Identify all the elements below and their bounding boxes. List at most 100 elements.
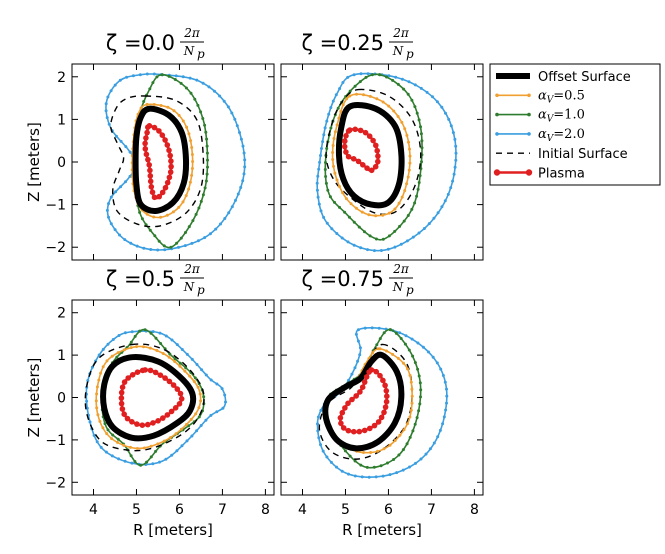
alpha1-marker (167, 74, 171, 78)
plasma-marker (366, 133, 373, 139)
alpha05-marker (341, 191, 345, 195)
alpha2-marker (107, 215, 110, 219)
plasma-marker (367, 425, 373, 432)
alpha1-marker (411, 429, 415, 433)
alpha2-marker (239, 137, 243, 141)
alpha2-marker (222, 99, 226, 103)
alpha2-marker (372, 249, 376, 253)
alpha1-marker (204, 130, 208, 134)
alpha2-marker (325, 119, 329, 123)
alpha2-marker (99, 445, 103, 449)
alpha2-marker (442, 415, 446, 419)
alpha05-marker (135, 345, 138, 349)
alpha05-marker (396, 356, 400, 360)
alpha05-marker (190, 153, 194, 156)
plasma-marker (383, 398, 390, 405)
alpha2-marker (223, 217, 227, 220)
alpha2-marker (419, 457, 423, 461)
alpha05-marker (122, 443, 126, 447)
alpha2-marker (110, 454, 114, 458)
alpha2-marker (241, 144, 245, 148)
alpha1-marker (406, 214, 410, 217)
alpha05-marker (188, 374, 192, 378)
x-tick-label: 7 (218, 502, 227, 518)
alpha2-marker (316, 422, 319, 426)
alpha2-marker (190, 434, 194, 438)
plasma-marker (144, 129, 150, 136)
alpha2-marker (431, 355, 435, 359)
alpha05-marker (177, 113, 181, 117)
legend-entry: Plasma (493, 167, 585, 182)
alpha2-marker (394, 75, 398, 79)
legend-marker (493, 169, 501, 176)
alpha1-marker (189, 91, 193, 95)
alpha1-marker (406, 92, 410, 96)
alpha2-marker (175, 343, 179, 347)
alpha05-marker (341, 103, 345, 107)
alpha1-marker (159, 342, 163, 345)
plasma-marker (142, 140, 148, 147)
alpha1-marker (377, 73, 381, 77)
alpha2-marker (431, 95, 434, 99)
alpha2-marker (317, 202, 321, 206)
legend-entry: αV=0.5 (495, 88, 585, 105)
alpha2-marker (340, 236, 344, 240)
panel-1: ζ =0.25 2π N p (280, 26, 484, 261)
alpha2-marker (181, 75, 185, 79)
alpha2-marker (320, 147, 323, 150)
y-axis-label: Z [meters] (25, 358, 43, 438)
alpha2-marker (454, 144, 458, 148)
alpha05-marker (376, 449, 379, 453)
alpha05-marker (185, 125, 189, 129)
alpha1-marker (169, 245, 173, 249)
plasma-marker (375, 419, 382, 425)
alpha05-marker (181, 119, 185, 123)
alpha1-marker (324, 175, 328, 178)
plasma-marker (168, 163, 174, 170)
plasma-marker (162, 375, 168, 381)
alpha2-marker (331, 99, 335, 103)
plasma-marker (168, 408, 175, 415)
plasma-marker (118, 400, 125, 407)
alpha2-marker (220, 387, 224, 391)
alpha2-marker (213, 89, 216, 93)
alpha2-marker (238, 131, 241, 134)
alpha2-marker (352, 243, 356, 247)
plasma-marker (340, 425, 347, 431)
initial-curve (325, 88, 422, 216)
alpha1-marker (138, 210, 142, 214)
alpha2-marker (452, 172, 456, 176)
alpha2-marker (444, 408, 448, 412)
alpha2-marker (445, 401, 448, 405)
y-tick-label: 1 (57, 348, 66, 364)
alpha2-marker (113, 228, 117, 232)
alpha05-marker (197, 406, 201, 410)
plasma-marker (164, 179, 171, 186)
alpha2-marker (118, 233, 121, 237)
alpha05-marker (348, 94, 352, 98)
title-frac-numerator: 2π (183, 262, 201, 276)
alpha05-marker (162, 439, 166, 443)
alpha1-marker (374, 237, 378, 241)
alpha1-marker (397, 453, 401, 457)
plasma-marker (147, 167, 153, 174)
plasma-marker (373, 368, 380, 375)
alpha1-marker (143, 328, 147, 332)
alpha05-marker (185, 423, 188, 426)
plasma-marker (121, 379, 128, 385)
alpha1-marker (363, 230, 366, 234)
alpha2-marker (454, 158, 458, 162)
plasma-marker (177, 390, 184, 397)
plasma-marker (150, 420, 156, 426)
alpha2-marker (131, 74, 135, 78)
alpha1-marker (149, 455, 153, 459)
alpha05-marker (190, 146, 194, 149)
alpha05-marker (387, 104, 391, 108)
alpha05-marker (408, 147, 411, 151)
plasma-marker (152, 369, 159, 376)
alpha05-marker (408, 161, 412, 165)
alpha1-marker (394, 331, 398, 335)
y-tick-label: 2 (57, 70, 66, 86)
alpha1-marker (375, 343, 379, 347)
alpha05-marker (332, 137, 336, 140)
